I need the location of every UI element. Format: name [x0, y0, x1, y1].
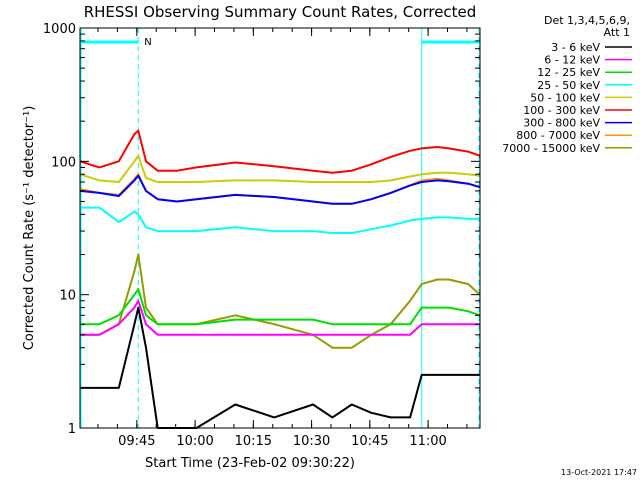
y-tick-label-2: 100	[51, 155, 76, 170]
plot-frame	[79, 27, 481, 429]
x-tick-label-3: 10:30	[293, 434, 330, 449]
legend-label-7: 800 - 7000 keV	[516, 129, 600, 142]
series-line-0	[80, 306, 480, 429]
series-line-6	[79, 174, 481, 205]
legend-label-6: 300 - 800 keV	[523, 117, 600, 130]
series-line-4	[79, 154, 481, 183]
legend-label-2: 12 - 25 keV	[537, 66, 600, 79]
y-tick-label-1: 10	[59, 289, 76, 304]
legend-label-3: 25 - 50 keV	[537, 79, 600, 92]
x-tick-label-1: 10:00	[176, 434, 213, 449]
x-axis-label: Start Time (23-Feb-02 09:30:22)	[145, 456, 355, 471]
legend-label-4: 50 - 100 keV	[530, 91, 600, 104]
y-axis: 1 10 100 1000	[43, 22, 480, 437]
x-axis: 09:45 10:00 10:15 10:30 10:45 11:00	[97, 28, 468, 449]
series-line-8	[80, 253, 481, 349]
x-tick-label-0: 09:45	[118, 434, 155, 449]
x-tick-label-5: 11:00	[409, 434, 446, 449]
series-line-2	[80, 288, 481, 326]
y-tick-label-3: 1000	[43, 22, 76, 37]
series-line-3	[80, 206, 480, 234]
legend-label-8: 7000 - 15000 keV	[502, 142, 600, 155]
series-line-5	[79, 129, 481, 174]
x-tick-label-4: 10:45	[351, 434, 388, 449]
legend-header-0: Det 1,3,4,5,6,9,	[544, 14, 630, 27]
legend-label-1: 6 - 12 keV	[544, 54, 600, 67]
x-tick-label-2: 10:15	[235, 434, 272, 449]
y-tick-label-0: 1	[68, 422, 76, 437]
series-line-1	[80, 299, 480, 336]
legend-label-0: 3 - 6 keV	[551, 41, 600, 54]
plot-area: N	[79, 28, 481, 429]
y-axis-label: Corrected Count Rate (s⁻¹ detector⁻¹)	[22, 106, 37, 351]
annotation-label: N	[144, 37, 151, 48]
legend-label-5: 100 - 300 keV	[523, 104, 600, 117]
chart-title: RHESSI Observing Summary Count Rates, Co…	[84, 3, 477, 21]
footer-date: 13-Oct-2021 17:47	[561, 468, 637, 477]
legend-header-1: Att 1	[604, 26, 630, 39]
